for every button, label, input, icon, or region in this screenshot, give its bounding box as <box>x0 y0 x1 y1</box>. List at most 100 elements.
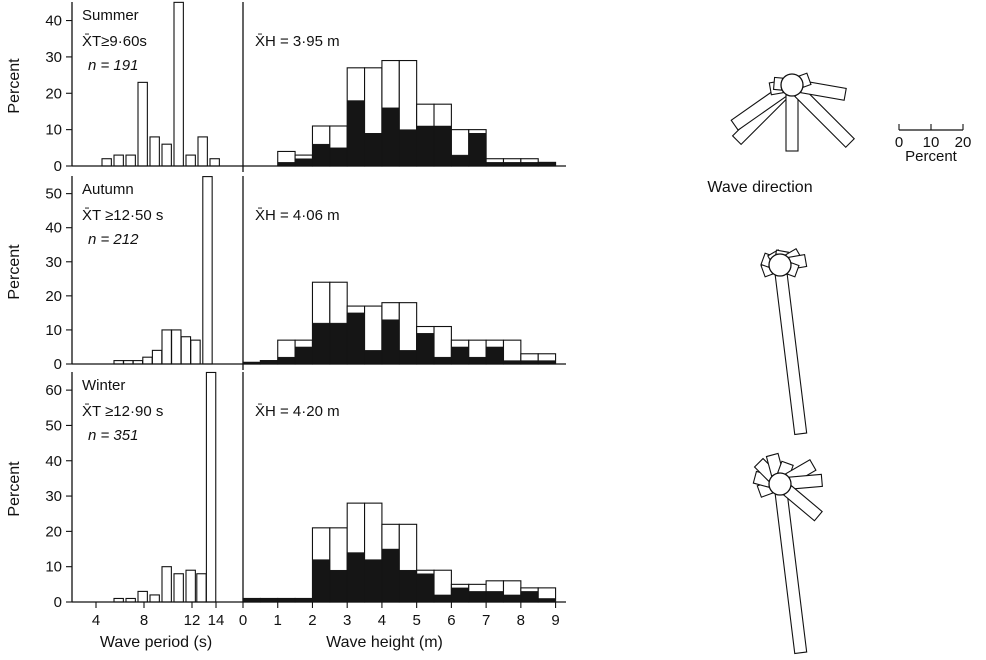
y-tick-label: 40 <box>45 13 62 30</box>
period-bar <box>142 356 153 365</box>
period-bar <box>113 154 124 167</box>
period-axis-title: Wave period (s) <box>100 634 212 651</box>
height-tick-label: 7 <box>482 612 490 629</box>
period-bar <box>137 81 148 167</box>
height-bar-filled <box>433 125 452 167</box>
period-tick-label: 14 <box>208 612 225 629</box>
height-bar-filled <box>503 594 522 603</box>
height-tick-label: 1 <box>274 612 282 629</box>
panel-autumn: 0 10 20 30 40 50 Percent Autumn X̄T ≥12·50 s n = … <box>6 176 808 436</box>
period-bar <box>171 329 182 365</box>
period-bar <box>161 566 172 603</box>
height-bar-filled <box>520 591 539 603</box>
height-tick-label: 6 <box>447 612 455 629</box>
height-bar-filled <box>381 548 400 603</box>
height-bar-filled <box>364 559 383 603</box>
y-tick-label: 10 <box>45 122 62 139</box>
period-bar <box>197 136 208 167</box>
sample-size-label: n = 212 <box>88 231 139 248</box>
y-tick-label: 50 <box>45 186 62 203</box>
height-bar-filled <box>312 559 331 603</box>
y-tick-label: 60 <box>45 382 62 399</box>
y-tick-label: 30 <box>45 488 62 505</box>
y-tick-label: 50 <box>45 417 62 434</box>
height-mean-label: X̄H = 4·20 m <box>255 403 340 420</box>
period-bar <box>101 158 112 167</box>
rose-center <box>780 73 804 97</box>
height-tick-label: 2 <box>308 612 316 629</box>
period-bar <box>202 176 213 365</box>
height-bar-filled <box>329 569 348 603</box>
height-tick-label: 5 <box>412 612 420 629</box>
scale-tick-label: 20 <box>955 134 972 151</box>
rose-center <box>768 253 792 277</box>
period-bar <box>125 154 136 167</box>
period-bar <box>161 143 172 167</box>
panel-summer: 0 10 20 30 40 Percent Summer X̄T≥9·60s n = 191 X̄… <box>6 1 856 175</box>
height-bar-filled <box>416 333 435 365</box>
direction-rose-summer <box>730 72 856 152</box>
y-axis-label: Percent <box>6 58 23 114</box>
height-bar-filled <box>399 350 417 365</box>
period-bar <box>196 573 207 603</box>
height-bar-filled <box>399 129 417 167</box>
sample-size-label: n = 191 <box>88 57 138 74</box>
wave-direction-label: Wave direction <box>707 179 812 196</box>
y-tick-label: 0 <box>54 594 62 611</box>
direction-rose-winter <box>752 452 823 655</box>
y-tick-label: 0 <box>54 356 62 373</box>
height-bar-filled <box>277 356 296 365</box>
height-bar-filled <box>485 591 504 603</box>
height-mean-label: X̄H = 4·06 m <box>255 207 340 224</box>
period-bar <box>151 349 163 365</box>
height-bar-filled <box>364 350 383 365</box>
height-bar-filled <box>433 594 452 603</box>
height-bar-filled <box>346 312 365 365</box>
height-tick-label: 3 <box>343 612 351 629</box>
height-bar-filled <box>433 356 452 365</box>
y-axis-label: Percent <box>6 461 23 517</box>
height-bar-filled <box>451 587 470 603</box>
height-tick-label: 8 <box>517 612 525 629</box>
period-bar <box>185 569 196 603</box>
period-bar <box>149 594 160 603</box>
period-tick-label: 8 <box>140 612 148 629</box>
height-bar-filled <box>329 322 348 365</box>
period-mean-label: X̄T≥9·60s <box>82 33 147 50</box>
y-tick-label: 20 <box>45 523 62 540</box>
period-bar <box>185 154 196 167</box>
direction-ray <box>785 94 799 152</box>
direction-ray <box>774 273 808 436</box>
height-bar-filled <box>329 147 348 167</box>
y-axis-label: Percent <box>6 244 23 300</box>
scale-tick-label: 0 <box>895 134 903 151</box>
height-bar-filled <box>381 107 400 167</box>
y-tick-label: 10 <box>45 322 62 339</box>
period-mean-label: X̄T ≥12·50 s <box>82 207 163 224</box>
direction-rose-autumn <box>760 248 808 436</box>
y-tick-label: 40 <box>45 220 62 237</box>
y-tick-label: 30 <box>45 254 62 271</box>
period-tick-label: 4 <box>92 612 100 629</box>
period-bar <box>161 329 172 365</box>
y-tick-label: 10 <box>45 559 62 576</box>
height-bar-filled <box>294 346 313 365</box>
height-bar-filled <box>364 133 383 167</box>
period-bar <box>173 1 184 167</box>
height-tick-label: 4 <box>378 612 386 629</box>
height-bar-filled <box>312 322 331 365</box>
height-bar-filled <box>451 154 470 167</box>
y-tick-label: 0 <box>54 158 62 175</box>
sample-size-label: n = 351 <box>88 427 138 444</box>
season-label: Summer <box>82 7 139 24</box>
period-bar <box>205 371 217 603</box>
y-tick-label: 20 <box>45 288 62 305</box>
direction-ray <box>774 492 808 655</box>
period-bar <box>190 339 201 365</box>
direction-ray <box>788 473 823 490</box>
period-bar <box>180 336 192 365</box>
